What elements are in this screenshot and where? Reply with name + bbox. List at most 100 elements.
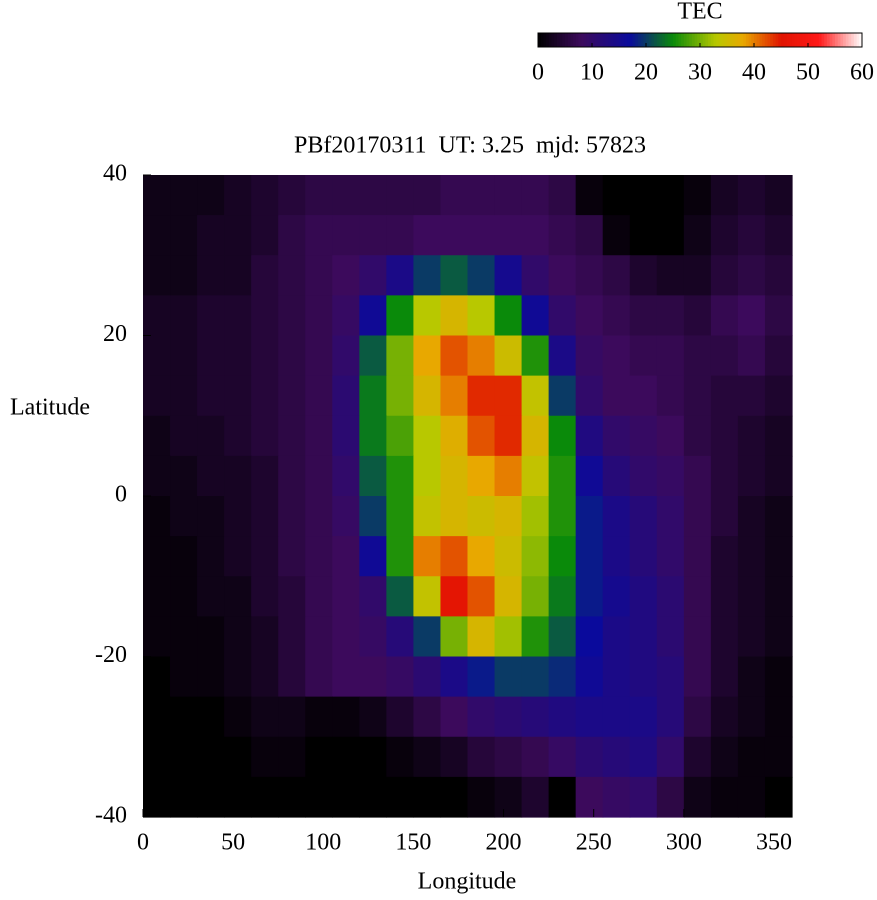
heatmap-cell	[440, 215, 469, 256]
colorbar-segment	[689, 33, 693, 47]
heatmap-cell	[737, 736, 766, 778]
colorbar-segment	[826, 33, 831, 47]
heatmap-cell	[251, 656, 279, 698]
heatmap-cell	[332, 576, 360, 617]
heatmap-cell	[575, 375, 604, 417]
heatmap-cell	[305, 455, 333, 497]
heatmap-cell	[764, 255, 793, 296]
colorbar-segment	[589, 33, 593, 47]
heatmap-cell	[548, 496, 577, 537]
heatmap-cell	[305, 616, 333, 658]
colorbar-segment	[832, 33, 836, 47]
heatmap-cell	[737, 415, 766, 457]
heatmap-cell	[251, 616, 279, 658]
colorbar-segment	[835, 33, 839, 47]
heatmap-cell	[494, 656, 523, 698]
colorbar-segment	[794, 33, 798, 47]
heatmap-cell	[521, 776, 550, 818]
heatmap-cell	[440, 576, 469, 617]
colorbar-segment	[818, 33, 822, 47]
heatmap-cell	[521, 295, 550, 337]
heatmap-cell	[386, 455, 415, 497]
colorbar-segment	[759, 33, 763, 47]
heatmap-cell	[629, 736, 658, 778]
heatmap-cell	[737, 536, 766, 577]
heatmap-cell	[332, 255, 360, 296]
heatmap-cell	[683, 616, 712, 658]
colorbar-segment	[764, 33, 768, 47]
colorbar-segment	[713, 33, 717, 47]
colorbar-segment	[616, 33, 620, 47]
heatmap-cell	[440, 295, 469, 337]
heatmap-cell	[656, 375, 685, 417]
heatmap-cell	[197, 616, 225, 658]
heatmap-cell	[548, 736, 577, 778]
heatmap-cell	[278, 175, 306, 216]
heatmap-cell	[467, 496, 496, 537]
heatmap-cell	[359, 616, 387, 658]
heatmap-cell	[278, 736, 306, 778]
heatmap-cell	[197, 335, 225, 377]
heatmap-cell	[575, 576, 604, 617]
heatmap-cell	[764, 736, 793, 778]
heatmap-cell	[224, 415, 252, 457]
heatmap-cell	[224, 616, 252, 658]
heatmap-cell	[602, 255, 631, 296]
colorbar-segment	[732, 33, 736, 47]
colorbar-segment	[824, 33, 828, 47]
heatmap-cell	[413, 616, 442, 658]
heatmap-cell	[602, 415, 631, 457]
colorbar-tick-label: 30	[688, 60, 712, 86]
heatmap-cell	[278, 616, 306, 658]
heatmap-cell	[764, 696, 793, 738]
heatmap-cell	[197, 536, 225, 577]
colorbar-segment	[751, 33, 755, 47]
colorbar-segment	[772, 33, 777, 47]
colorbar-segment	[654, 33, 658, 47]
colorbar-tick-label: 60	[850, 60, 874, 86]
colorbar-segment	[691, 33, 696, 47]
heatmap-cell	[197, 375, 225, 417]
heatmap-cell	[440, 375, 469, 417]
y-tick-label: 0	[115, 482, 127, 508]
colorbar-segment	[856, 33, 860, 47]
heatmap-cell	[440, 656, 469, 698]
heatmap-cell	[575, 215, 604, 256]
heatmap-cell	[683, 175, 712, 216]
heatmap-cell	[305, 696, 333, 738]
colorbar-segment	[702, 33, 706, 47]
colorbar-segment	[775, 33, 779, 47]
heatmap-cell	[548, 455, 577, 497]
colorbar-segment	[724, 33, 728, 47]
heatmap-cell	[332, 776, 360, 818]
colorbar-segment	[770, 33, 774, 47]
heatmap-cell	[710, 255, 739, 296]
heatmap-cell	[656, 536, 685, 577]
colorbar-segment	[600, 33, 604, 47]
heatmap-cell	[710, 496, 739, 537]
heatmap-cell	[494, 736, 523, 778]
heatmap-cell	[440, 736, 469, 778]
heatmap-cell	[710, 696, 739, 738]
heatmap-cell	[656, 656, 685, 698]
colorbar-segment	[740, 33, 744, 47]
heatmap-cell	[278, 455, 306, 497]
heatmap-cell	[521, 175, 550, 216]
heatmap-cell	[170, 496, 198, 537]
heatmap-cell	[548, 616, 577, 658]
heatmap-cell	[359, 375, 387, 417]
heatmap-cell	[413, 375, 442, 417]
heatmap-cell	[656, 576, 685, 617]
heatmap-cell	[764, 776, 793, 818]
heatmap-cell	[467, 375, 496, 417]
colorbar-segment	[729, 33, 733, 47]
heatmap-cell	[494, 496, 523, 537]
colorbar-segment	[664, 33, 669, 47]
heatmap-cell	[413, 415, 442, 457]
heatmap-cell	[710, 776, 739, 818]
heatmap-cell	[467, 455, 496, 497]
heatmap-cell	[548, 656, 577, 698]
heatmap-cell	[710, 375, 739, 417]
heatmap-cell	[251, 496, 279, 537]
heatmap-cell	[413, 335, 442, 377]
